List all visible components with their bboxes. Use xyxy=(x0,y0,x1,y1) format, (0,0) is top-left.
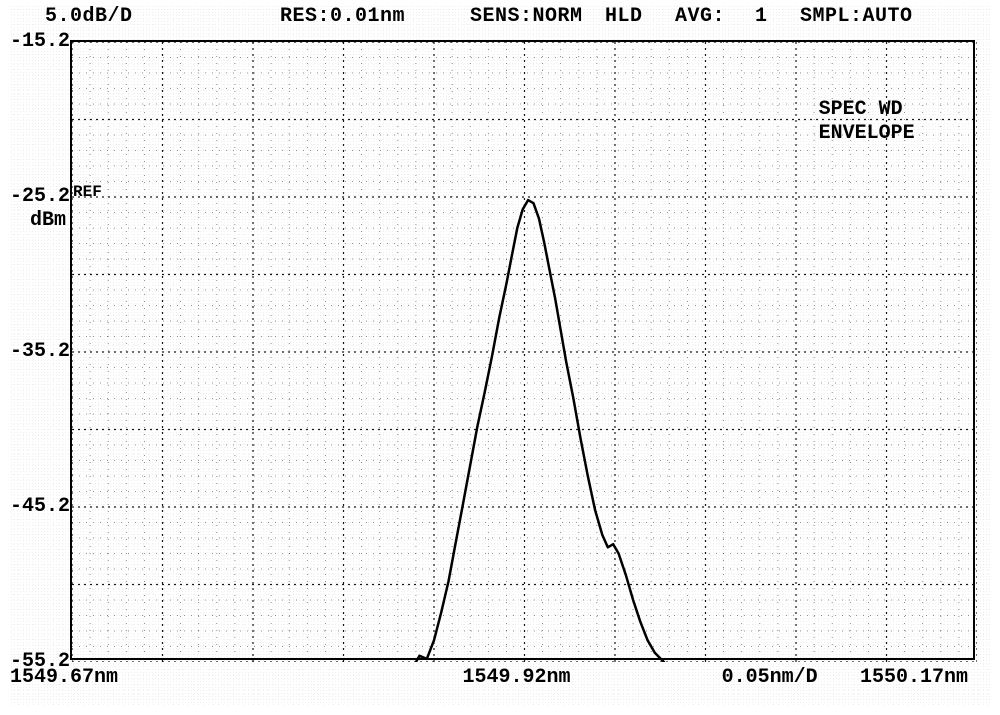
resolution-label: RES:0.01nm xyxy=(280,5,405,28)
ref-indicator: REF xyxy=(73,183,102,201)
avg-value: 1 xyxy=(755,5,768,28)
y-unit-label: dBm xyxy=(18,209,66,232)
y-tick-label: -15.2 xyxy=(10,30,66,53)
x-label-right: 1550.17nm xyxy=(860,666,968,689)
scale-db-per-div: 5.0dB/D xyxy=(45,5,133,28)
spectrum-chart: SPEC WD ENVELOPE xyxy=(70,40,975,660)
osa-header: 5.0dB/D RES:0.01nm SENS:NORM HLD AVG: 1 … xyxy=(10,5,990,35)
y-tick-label: -25.2 xyxy=(10,185,66,208)
annotation-line1: SPEC WD xyxy=(819,98,903,121)
y-tick-label: -35.2 xyxy=(10,340,66,363)
x-label-center: 1549.92nm xyxy=(463,666,571,689)
x-label-left: 1549.67nm xyxy=(10,666,118,689)
sensitivity-label: SENS:NORM xyxy=(470,5,583,28)
y-tick-label: -45.2 xyxy=(10,495,66,518)
avg-label: AVG: xyxy=(675,5,725,28)
annotation-line2: ENVELOPE xyxy=(819,122,915,145)
osa-screen: 5.0dB/D RES:0.01nm SENS:NORM HLD AVG: 1 … xyxy=(10,5,990,705)
x-label-scale: 0.05nm/D xyxy=(722,666,818,689)
hold-label: HLD xyxy=(605,5,643,28)
sample-label: SMPL:AUTO xyxy=(800,5,913,28)
